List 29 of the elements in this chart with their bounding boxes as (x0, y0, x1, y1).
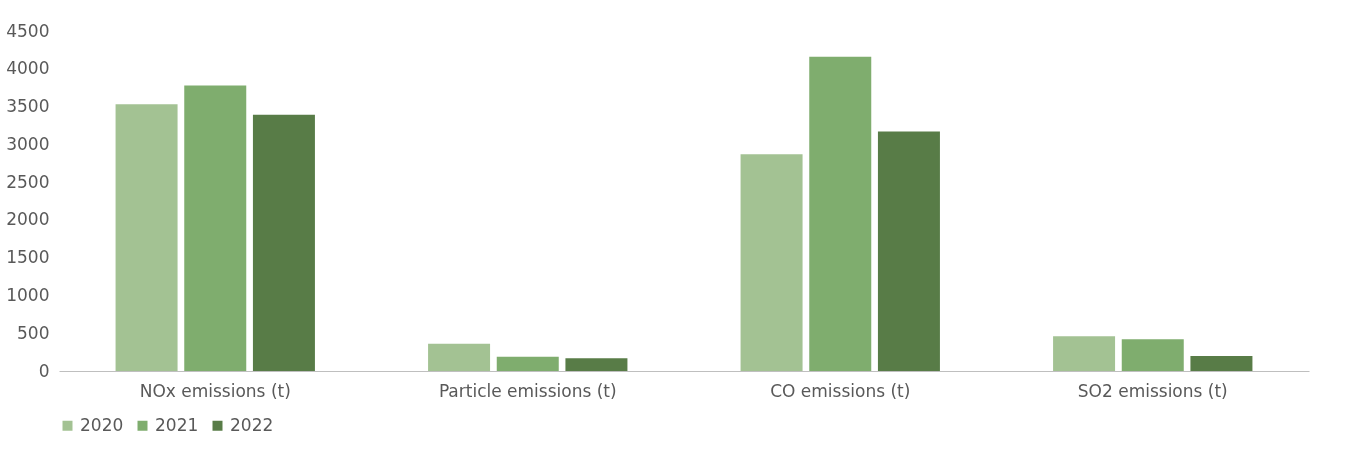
bar (809, 56, 872, 371)
x-tick-label: CO emissions (t) (770, 380, 911, 401)
bar (115, 104, 178, 371)
bar (565, 358, 628, 371)
legend-label: 2022 (230, 414, 274, 435)
bar (1053, 336, 1116, 371)
y-tick-label: 3500 (6, 96, 50, 117)
y-tick-label: 3000 (6, 133, 50, 154)
y-tick-label: 2000 (6, 209, 50, 230)
y-tick-label: 4000 (6, 58, 50, 79)
bar (428, 343, 491, 371)
bar (877, 131, 940, 371)
x-tick-label: Particle emissions (t) (438, 380, 617, 401)
x-tick-label: NOx emissions (t) (139, 380, 291, 401)
y-tick-label: 0 (38, 360, 50, 381)
bar (1190, 355, 1253, 371)
bar (496, 356, 559, 371)
bar (740, 154, 803, 371)
y-tick-label: 2500 (6, 171, 50, 192)
y-tick-label: 4500 (6, 20, 50, 41)
y-tick-label: 500 (17, 322, 50, 343)
y-tick-label: 1500 (6, 247, 50, 268)
y-tick-label: 1000 (6, 284, 50, 305)
bar (1121, 339, 1184, 371)
bar (184, 85, 247, 371)
legend-label: 2021 (155, 414, 199, 435)
bar (252, 114, 315, 371)
x-tick-label: SO2 emissions (t) (1077, 380, 1228, 401)
legend-label: 2020 (80, 414, 124, 435)
